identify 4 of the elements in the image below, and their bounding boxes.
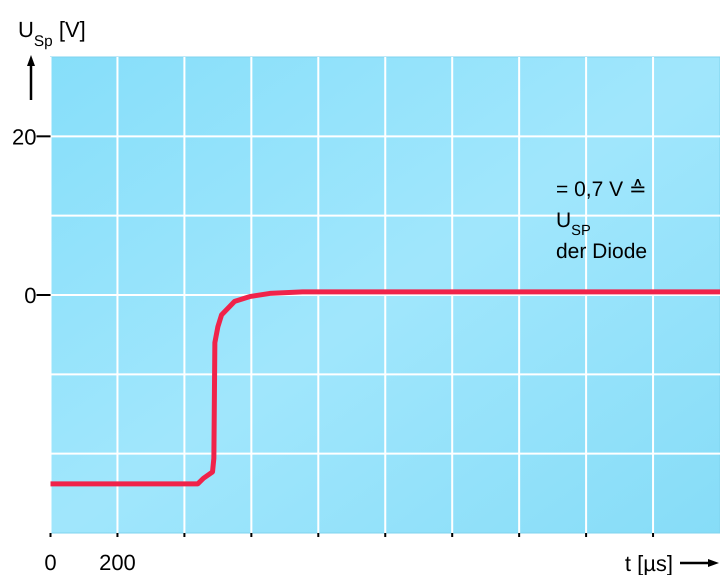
x-tick-label: 200 <box>99 550 136 575</box>
y-axis-title: U$_{Sp}$ [V] <box>18 17 86 50</box>
annotation: = 0,7 V ≙ U$_{SP}$ der Diode <box>556 178 648 263</box>
y-tick-label: 20 <box>12 124 36 150</box>
